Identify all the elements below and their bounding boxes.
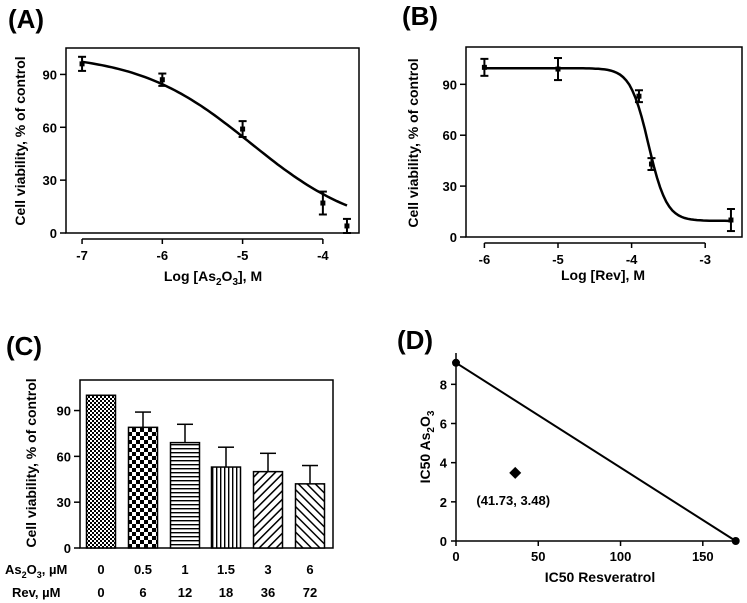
chart-b: 0 30 60 90 -6 -5 -4 -3 Cell viability, % of co…	[405, 46, 743, 283]
chart-a-xtick-label: -4	[317, 248, 329, 263]
chart-b-frame	[465, 46, 743, 238]
chart-b-xlabel: Log [Rev], M	[561, 267, 645, 283]
chart-b-ylabel: Cell viability, % of control	[405, 58, 421, 227]
chart-b-xtick-label: -3	[699, 252, 711, 267]
chart-a-xtick-label: -7	[76, 248, 88, 263]
chart-a-ytick-label: 90	[43, 67, 57, 82]
chart-d-xtick-label: 50	[531, 549, 545, 564]
chart-b-point	[636, 93, 642, 99]
panel-label-a: (A)	[8, 4, 44, 34]
chart-c-frame	[79, 379, 334, 549]
panel-label-c: (C)	[6, 331, 42, 361]
chart-d-combination-point	[509, 466, 522, 479]
chart-c-dose-rev: 12	[178, 585, 192, 600]
chart-b-ytick-label: 30	[443, 179, 457, 194]
chart-d-additivity-line	[455, 361, 737, 542]
chart-d-ytick-label: 2	[440, 495, 447, 510]
chart-c-dose-rev: 18	[219, 585, 233, 600]
chart-b-fit-curve	[484, 66, 731, 223]
chart-b-point	[728, 217, 734, 223]
chart-c-dose-as2o3: 0	[97, 562, 104, 577]
chart-d-ytick-label: 0	[440, 534, 447, 549]
chart-a-ytick-label: 30	[43, 173, 57, 188]
chart-b-xtick-label: -4	[626, 252, 638, 267]
chart-a-point	[159, 77, 165, 83]
chart-a-frame	[65, 47, 360, 234]
chart-d-ytick-label: 6	[440, 417, 447, 432]
chart-c-bar	[85, 394, 117, 549]
chart-b-point	[648, 161, 654, 167]
chart-c-row2-label: Rev, µM	[12, 585, 60, 600]
chart-a-ylabel: Cell viability, % of control	[12, 56, 28, 225]
panel-label-d: (D)	[397, 325, 433, 355]
panel-label-b: (B)	[402, 1, 438, 31]
chart-a-xlabel: Log [As2O3], M	[164, 268, 262, 288]
chart-a-fit-curve	[81, 60, 348, 207]
chart-c-ytick-label: 90	[57, 404, 71, 419]
chart-c-dose-as2o3: 0.5	[134, 562, 152, 577]
chart-c-ytick-label: 0	[64, 541, 71, 556]
chart-a: 0 30 60 90 -7 -6 -5 -4 Cell viability, % of co…	[12, 47, 360, 288]
chart-a-point	[320, 200, 326, 206]
chart-c-dose-as2o3: 6	[306, 562, 313, 577]
chart-c-row1-label: As2O3, µM	[5, 562, 67, 580]
chart-c-dose-as2o3: 1	[181, 562, 188, 577]
chart-a-xtick-label: -5	[237, 248, 249, 263]
chart-d-xtick-label: 100	[610, 549, 632, 564]
chart-b-ytick-label: 60	[443, 128, 457, 143]
chart-d-point-label: (41.73, 3.48)	[476, 493, 550, 508]
chart-c-dose-rev: 36	[261, 585, 275, 600]
chart-d: 0 2 4 6 8 0 50 100 150 (41.73, 3.48) IC50 Resve…	[417, 353, 740, 585]
chart-c-bar	[252, 470, 284, 549]
chart-c-ytick-label: 30	[57, 495, 71, 510]
chart-c-bar	[210, 466, 242, 549]
chart-a-point	[344, 223, 350, 229]
chart-b-point	[481, 64, 487, 70]
chart-c-bar	[127, 426, 159, 549]
chart-c-ylabel: Cell viability, % of control	[23, 378, 39, 547]
chart-d-xtick-label: 150	[692, 549, 714, 564]
chart-b-xtick-label: -5	[552, 252, 564, 267]
chart-a-ytick-label: 0	[50, 226, 57, 241]
chart-c-ytick-label: 60	[57, 449, 71, 464]
chart-c-dose-as2o3: 3	[264, 562, 271, 577]
chart-a-point	[240, 126, 246, 132]
chart-c-dose-rev: 6	[139, 585, 146, 600]
chart-c-dose-rev: 72	[303, 585, 317, 600]
chart-a-xtick-label: -6	[157, 248, 169, 263]
chart-d-ytick-label: 8	[440, 377, 447, 392]
chart-c-dose-as2o3: 1.5	[217, 562, 235, 577]
chart-d-ylabel: IC50 As2O3	[417, 410, 437, 483]
chart-c-bar	[294, 483, 326, 549]
chart-d-xlabel: IC50 Resveratrol	[545, 569, 656, 585]
chart-b-xtick-label: -6	[479, 252, 491, 267]
chart-d-ytick-label: 4	[440, 456, 448, 471]
chart-c-bar	[169, 441, 201, 549]
chart-c-dose-rev: 0	[97, 585, 104, 600]
chart-d-endpoint-rev	[731, 537, 740, 545]
chart-a-point	[79, 61, 85, 67]
chart-d-endpoint-as2o3	[452, 358, 460, 367]
chart-b-ytick-label: 0	[450, 230, 457, 245]
chart-b-point	[555, 66, 561, 72]
chart-d-xtick-label: 0	[452, 549, 459, 564]
chart-a-ytick-label: 60	[43, 120, 57, 135]
chart-b-ytick-label: 90	[443, 77, 457, 92]
